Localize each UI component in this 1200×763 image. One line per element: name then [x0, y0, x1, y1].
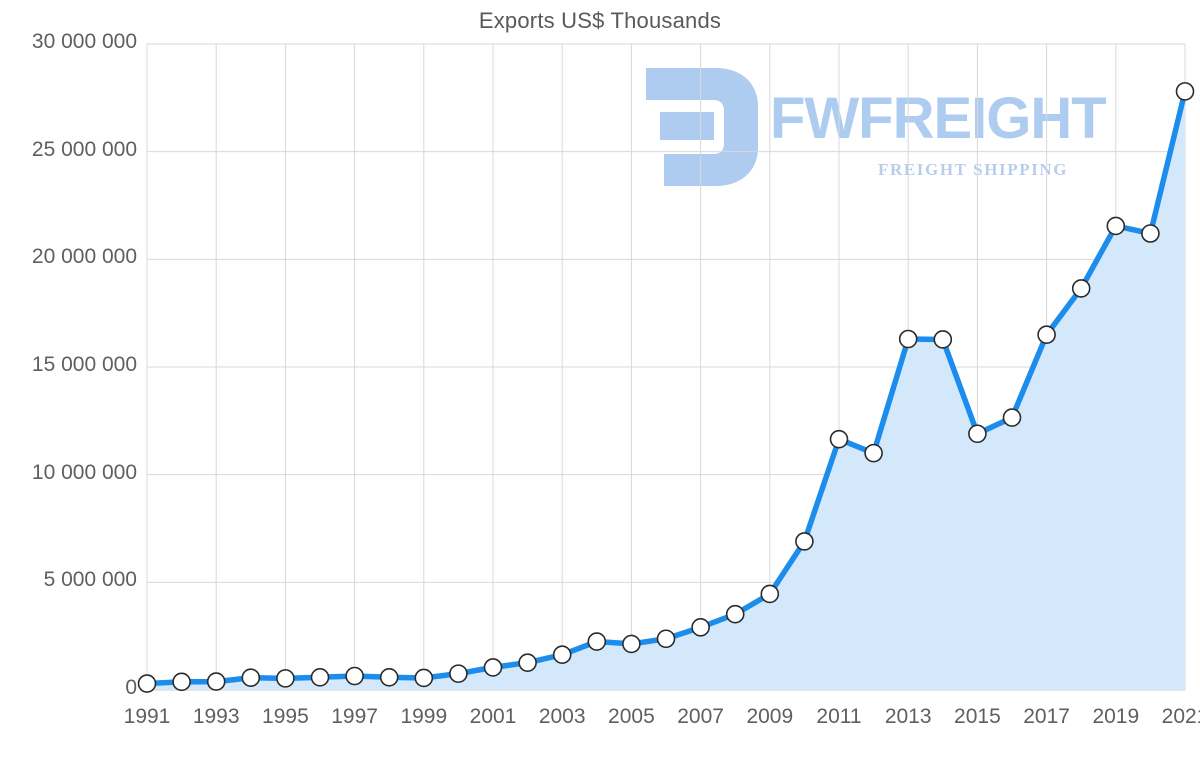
data-point-marker[interactable]	[137, 674, 157, 693]
data-point-marker[interactable]	[241, 668, 261, 688]
x-axis-tick-label: 2017	[1023, 705, 1070, 728]
data-point-marker[interactable]	[1106, 216, 1126, 236]
y-axis-tick-label: 20 000 000	[31, 245, 137, 269]
data-point-marker[interactable]	[656, 629, 676, 649]
x-axis-tick-label: 1991	[123, 705, 171, 728]
x-axis-tick-label: 1997	[331, 705, 378, 728]
y-axis-tick-label: 0	[125, 676, 137, 699]
data-point-marker[interactable]	[379, 667, 399, 687]
x-axis-tick-label: 2015	[954, 705, 1001, 728]
area-fill-path	[147, 91, 1185, 691]
data-point-marker[interactable]	[1175, 82, 1195, 101]
x-axis-tick-label: 1995	[262, 705, 309, 728]
data-point-marker[interactable]	[968, 424, 987, 444]
area-fill	[147, 91, 1185, 691]
data-point-marker[interactable]	[933, 330, 953, 349]
x-axis-tick-label: 2013	[884, 705, 932, 728]
data-point-marker[interactable]	[310, 667, 330, 687]
x-axis-tick-label: 2009	[746, 705, 794, 728]
data-point-marker[interactable]	[483, 658, 503, 677]
data-point-marker[interactable]	[691, 618, 710, 637]
data-point-marker[interactable]	[172, 672, 191, 692]
x-axis-tick-label: 2007	[677, 705, 724, 728]
data-point-marker[interactable]	[898, 329, 918, 349]
data-point-marker[interactable]	[725, 604, 745, 624]
data-point-marker[interactable]	[449, 664, 468, 683]
data-point-marker[interactable]	[622, 634, 641, 654]
data-point-marker[interactable]	[760, 584, 780, 604]
data-point-marker[interactable]	[552, 645, 572, 664]
y-axis-tick-label: 5 000 000	[43, 568, 137, 592]
data-point-markers	[137, 82, 1195, 693]
data-point-marker[interactable]	[345, 666, 364, 686]
y-axis-tick-label: 25 000 000	[31, 137, 137, 161]
data-point-marker[interactable]	[276, 669, 295, 688]
x-axis-tick-label: 2011	[816, 705, 862, 728]
x-axis-tick-label: 2021	[1161, 705, 1200, 728]
data-point-marker[interactable]	[1141, 224, 1160, 243]
x-axis-tick-label: 2005	[608, 705, 655, 728]
data-point-marker[interactable]	[206, 672, 226, 691]
data-point-marker[interactable]	[795, 532, 814, 551]
data-point-marker[interactable]	[414, 668, 434, 688]
x-axis-tick-label: 2019	[1092, 705, 1140, 728]
data-point-marker[interactable]	[864, 443, 883, 463]
data-point-marker[interactable]	[518, 653, 537, 672]
data-point-marker[interactable]	[1002, 408, 1022, 427]
data-point-marker[interactable]	[1071, 279, 1091, 298]
y-axis-tick-label: 30 000 000	[31, 30, 137, 53]
chart-title: Exports US$ Thousands	[478, 8, 722, 33]
y-axis-tick-label: 15 000 000	[31, 353, 137, 376]
data-point-marker[interactable]	[587, 632, 607, 651]
data-point-marker[interactable]	[829, 429, 849, 449]
y-axis-tick-label: 10 000 000	[31, 460, 137, 484]
data-point-marker[interactable]	[1037, 325, 1056, 345]
x-axis-tick-label: 2003	[538, 705, 586, 728]
x-axis-tick-label: 2001	[469, 705, 517, 728]
x-axis-tick-label: 1999	[400, 705, 448, 728]
x-axis-tick-label: 1993	[192, 705, 240, 728]
